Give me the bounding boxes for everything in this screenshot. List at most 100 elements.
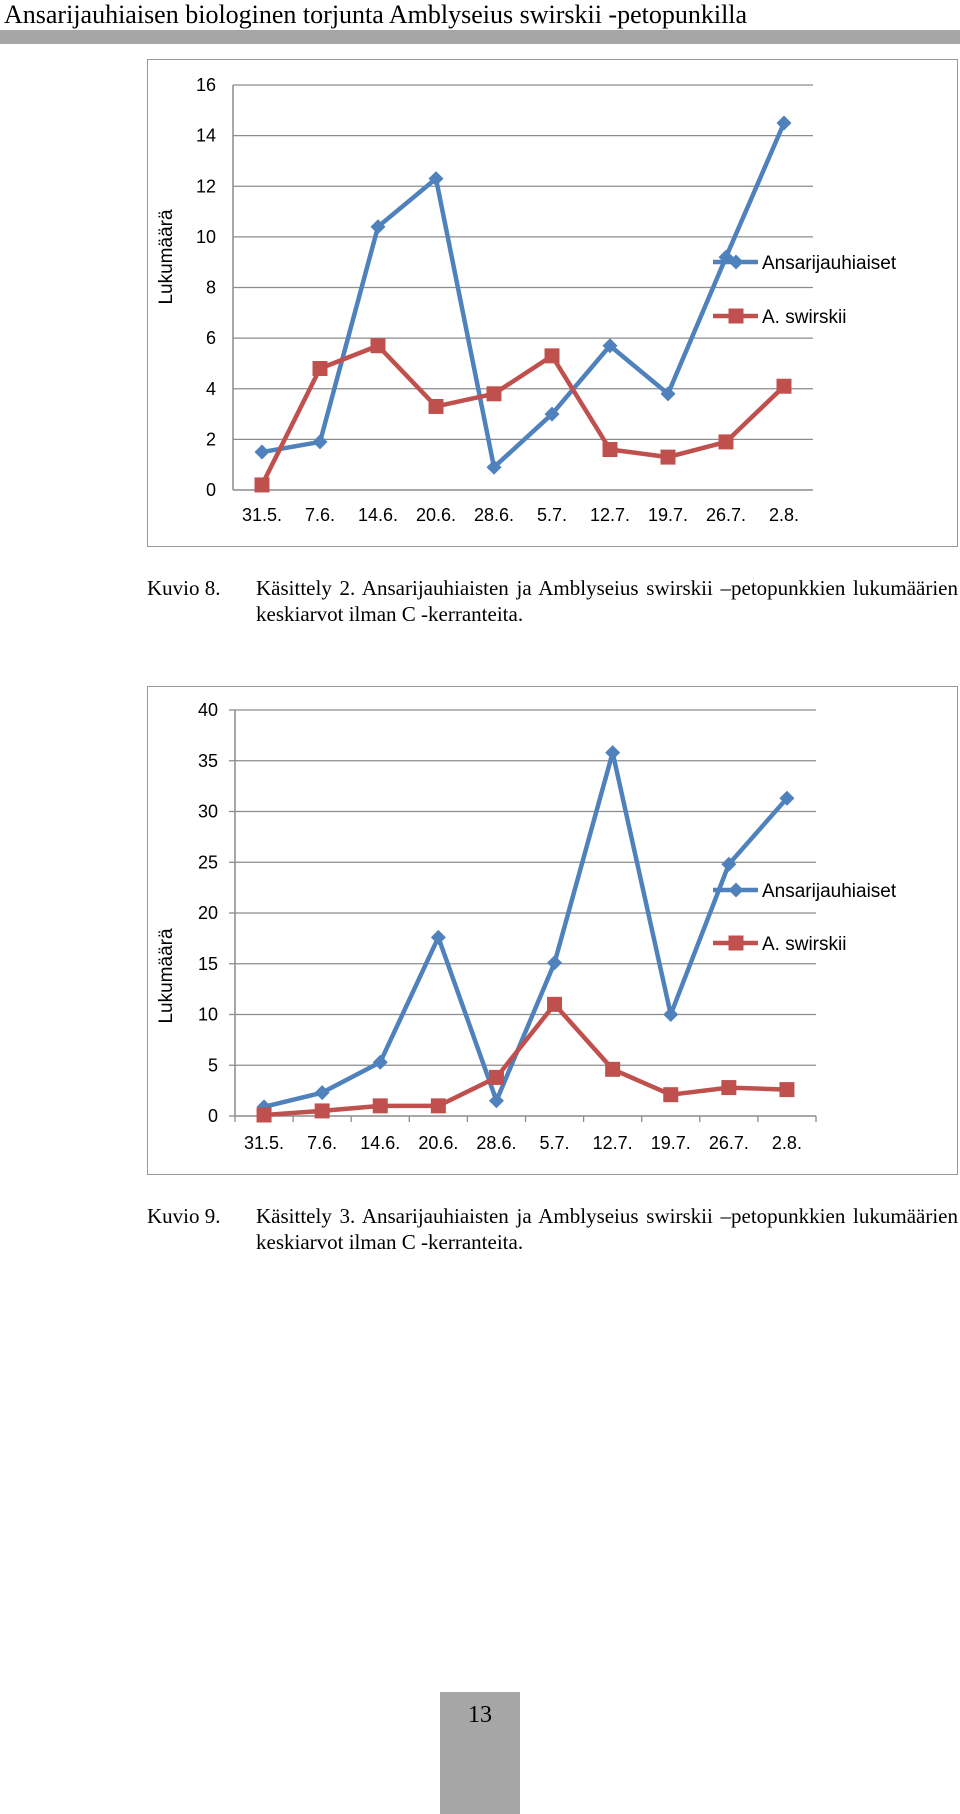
data-point-ansarijauhiaiset (312, 434, 328, 450)
y-tick-label: 0 (208, 1106, 218, 1126)
x-tick-label: 7.6. (305, 505, 335, 525)
legend-marker-diamond (728, 882, 744, 898)
x-tick-label: 2.8. (772, 1133, 802, 1153)
legend-label: A. swirskii (762, 934, 846, 955)
x-tick-label: 5.7. (540, 1133, 570, 1153)
y-tick-label: 10 (198, 1005, 218, 1025)
chart-8-svg: 0 2 4 6 8 10 12 14 16 31.5. 7.6. 14.6. 20.6. 28.6. 5.7… (156, 75, 897, 525)
data-point-a-swirskii (779, 1082, 795, 1098)
y-tick-label: 30 (198, 802, 218, 822)
data-point-ansarijauhiaiset (602, 338, 618, 354)
figure-9-caption: Kuvio 9. Käsittely 3. Ansarijauhiaisten … (147, 1203, 958, 1259)
legend-marker-diamond (728, 254, 744, 270)
data-point-a-swirskii (776, 378, 792, 394)
x-tick-label: 14.6. (358, 505, 398, 525)
y-tick-label: 4 (206, 379, 216, 399)
y-tick-label: 8 (206, 278, 216, 298)
chart-figure-8: 0 2 4 6 8 10 12 14 16 31.5. 7.6. 14.6. 20.6. 28.6. 5.7… (147, 59, 958, 547)
data-point-ansarijauhiaiset (663, 1007, 679, 1022)
y-tick-label: 12 (196, 176, 216, 196)
x-tick-label: 12.7. (590, 505, 630, 525)
x-tick-label: 28.6. (474, 505, 514, 525)
legend-label: Ansarijauhiaiset (762, 881, 897, 902)
figure-8-caption-text: Käsittely 2. Ansarijauhiaisten ja Amblys… (256, 576, 958, 626)
data-point-ansarijauhiaiset (370, 219, 386, 235)
y-tick-label: 5 (208, 1055, 218, 1075)
page-number-tab: 13 (440, 1692, 520, 1814)
data-point-a-swirskii (605, 1061, 621, 1077)
x-tick-label: 26.7. (709, 1133, 749, 1153)
figure-8-caption: Kuvio 8. Käsittely 2. Ansarijauhiaisten … (147, 575, 958, 631)
x-tick-label: 7.6. (307, 1133, 337, 1153)
data-point-a-swirskii (428, 398, 444, 414)
data-point-ansarijauhiaiset (605, 745, 621, 761)
x-tick-label: 14.6. (360, 1133, 400, 1153)
x-tick-label: 28.6. (476, 1133, 516, 1153)
y-tick-label: 20 (198, 903, 218, 923)
x-tick-label: 20.6. (418, 1133, 458, 1153)
x-tick-label: 5.7. (537, 505, 567, 525)
x-tick-label: 12.7. (593, 1133, 633, 1153)
data-point-a-swirskii (718, 434, 734, 450)
data-point-ansarijauhiaiset (776, 115, 792, 131)
data-point-ansarijauhiaiset (486, 459, 502, 475)
legend-label: Ansarijauhiaiset (762, 253, 897, 274)
y-tick-label: 2 (206, 429, 216, 449)
data-point-ansarijauhiaiset (430, 929, 446, 945)
x-tick-label: 19.7. (648, 505, 688, 525)
data-point-a-swirskii (544, 348, 560, 364)
chart-figure-9: 0 5 10 15 20 25 30 35 40 31.5. 7.6. 14.6. 20.6. 28.6.… (147, 686, 958, 1175)
chart-9-svg: 0 5 10 15 20 25 30 35 40 31.5. 7.6. 14.6. 20.6. 28.6.… (156, 700, 897, 1153)
data-point-a-swirskii (314, 1103, 330, 1119)
data-point-a-swirskii (312, 361, 328, 376)
y-tick-label: 25 (198, 852, 218, 872)
data-point-ansarijauhiaiset (544, 406, 560, 422)
data-point-a-swirskii (430, 1098, 446, 1114)
data-point-ansarijauhiaiset (428, 171, 444, 187)
y-axis-label: Lukumäärä (156, 209, 177, 304)
header-rule (0, 30, 960, 44)
data-point-a-swirskii (721, 1080, 737, 1096)
x-tick-label: 26.7. (706, 505, 746, 525)
x-tick-label: 31.5. (242, 505, 282, 525)
series-line-a-swirskii (259, 343, 786, 486)
data-point-a-swirskii (660, 449, 676, 465)
legend-label: A. swirskii (762, 307, 846, 328)
x-tick-label: 20.6. (416, 505, 456, 525)
data-point-ansarijauhiaiset (660, 386, 676, 402)
data-point-ansarijauhiaiset (488, 1093, 504, 1109)
figure-9-caption-text: Käsittely 3. Ansarijauhiaisten ja Amblys… (256, 1204, 958, 1254)
figure-9-label: Kuvio 9. (147, 1204, 221, 1228)
x-tick-label: 2.8. (769, 505, 799, 525)
y-tick-label: 35 (198, 751, 218, 771)
y-tick-label: 10 (196, 227, 216, 247)
data-point-ansarijauhiaiset (547, 955, 563, 971)
data-point-a-swirskii (602, 442, 618, 457)
data-point-ansarijauhiaiset (779, 790, 795, 806)
data-point-a-swirskii (256, 1107, 272, 1123)
y-tick-label: 15 (198, 954, 218, 974)
data-point-a-swirskii (486, 386, 502, 402)
legend-marker-square (728, 308, 744, 324)
series-line-ansarijauhiaiset (261, 122, 787, 470)
running-title: Ansarijauhiaisen biologinen torjunta Amb… (4, 0, 748, 29)
series-line-a-swirskii (263, 1002, 788, 1118)
data-point-a-swirskii (547, 996, 563, 1012)
data-point-ansarijauhiaiset (314, 1085, 330, 1101)
data-point-a-swirskii (488, 1069, 504, 1085)
x-tick-label: 19.7. (651, 1133, 691, 1153)
y-axis-label: Lukumäärä (156, 928, 177, 1023)
data-point-ansarijauhiaiset (372, 1054, 388, 1070)
data-point-ansarijauhiaiset (254, 444, 270, 460)
page-number: 13 (468, 1702, 492, 1728)
figure-8-label: Kuvio 8. (147, 576, 221, 600)
y-tick-label: 16 (196, 75, 216, 95)
data-point-a-swirskii (370, 338, 386, 354)
data-point-a-swirskii (372, 1098, 388, 1114)
data-point-ansarijauhiaiset (721, 856, 737, 872)
x-tick-label: 31.5. (244, 1133, 284, 1153)
data-point-a-swirskii (254, 477, 270, 493)
series-line-ansarijauhiaiset (263, 750, 789, 1110)
y-tick-label: 14 (196, 126, 216, 146)
y-tick-label: 0 (206, 480, 216, 500)
